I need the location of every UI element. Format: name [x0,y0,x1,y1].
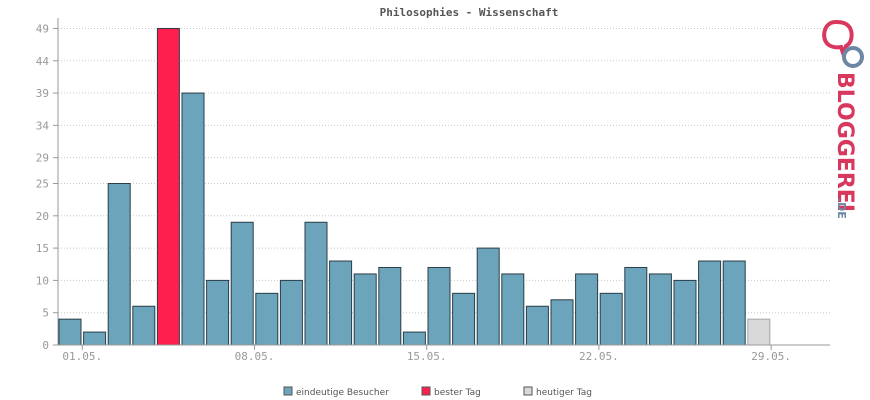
bar-visitors [722,260,746,346]
y-tick-label: 20 [36,210,49,223]
bar-visitors [599,292,623,346]
bar-visitors [402,331,426,346]
y-tick-label: 34 [36,119,50,132]
y-tick-label: 10 [36,274,49,287]
bar-visitors [452,292,476,346]
y-tick-label: 25 [36,178,49,191]
logo-wordmark: BLOGGEREI .DE [832,72,857,219]
y-tick-label: 0 [42,339,49,352]
logo-icon [822,19,864,68]
bar-visitors [304,221,328,346]
bar-visitors [525,305,549,346]
bars-group [58,27,771,346]
bar-visitors [427,266,451,346]
y-tick-label: 49 [36,22,49,35]
legend-item: heutiger Tag [523,386,592,398]
bar-visitors [230,221,254,346]
bar-visitors [648,273,672,346]
legend-label: heutiger Tag [536,388,592,398]
bar-visitors [279,279,303,346]
legend-swatch [421,386,431,396]
bar-visitors [83,331,107,346]
legend-label: bester Tag [434,388,481,398]
logo-brand: BLOGGEREI [832,72,857,212]
bar-visitors [378,266,402,346]
legend: eindeutige Besucher bester Tag heutiger Ta… [283,386,592,398]
bar-visitors [206,279,230,346]
y-tick-label: 29 [36,152,49,165]
bar-visitors [181,92,205,346]
bar-visitors [501,273,525,346]
bar-visitors [132,305,156,346]
bar-visitors [624,266,648,346]
y-tick-label: 5 [42,307,49,320]
legend-swatch [283,386,293,396]
bar-visitors [58,318,82,346]
legend-swatch [523,386,533,396]
y-axis-ticks: 0 5 10 15 20 25 29 34 39 44 49 [36,22,58,352]
bar-visitors [575,273,599,346]
y-tick-label: 15 [36,242,49,255]
x-tick-label: 29.05. [751,350,791,363]
bar-visitors [255,292,279,346]
legend-item: eindeutige Besucher [283,386,389,398]
x-axis-ticks: 01.05. 08.05. 15.05. 22.05. 29.05. [62,345,791,363]
x-tick-label: 15.05. [407,350,447,363]
bar-visitors [673,279,697,346]
x-tick-label: 08.05. [235,350,275,363]
bar-today [747,318,771,346]
legend-item: bester Tag [421,386,481,398]
y-tick-label: 44 [36,55,50,68]
legend-label: eindeutige Besucher [296,388,389,398]
bar-visitors [550,299,574,346]
chart-title: Philosophies - Wissenschaft [380,6,559,19]
bar-best-day [156,27,180,346]
logo-suffix: .DE [835,198,848,219]
axes [57,18,830,346]
bar-visitors [107,183,131,346]
bar-visitors [329,260,353,346]
bloggerei-logo[interactable]: BLOGGEREI .DE [822,19,864,219]
bar-visitors [353,273,377,346]
x-tick-label: 22.05. [579,350,619,363]
bar-visitors [476,247,500,346]
y-tick-label: 39 [36,87,49,100]
bar-visitors [698,260,722,346]
x-tick-label: 01.05. [62,350,102,363]
